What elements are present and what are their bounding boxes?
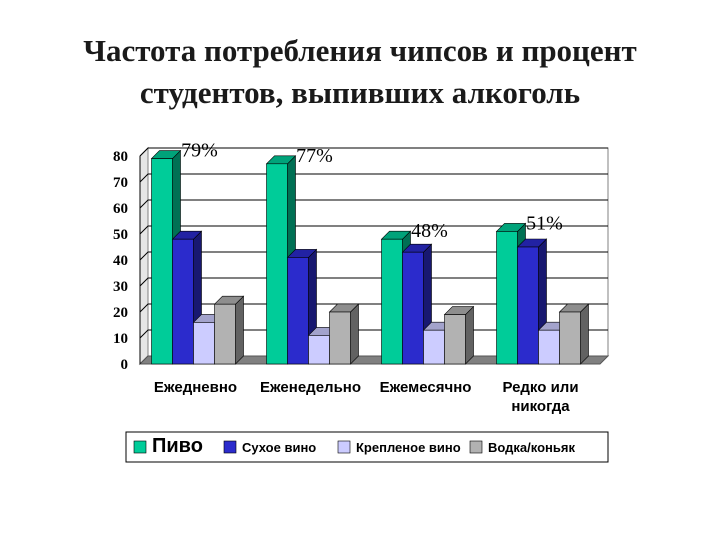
bar — [423, 329, 445, 365]
x-category-label-line: никогда — [511, 398, 570, 415]
legend-swatch — [469, 440, 483, 454]
gridline — [139, 303, 608, 313]
bar — [496, 231, 518, 365]
gridline — [139, 173, 608, 183]
data-annotation: 77% — [296, 145, 333, 167]
gridline — [139, 251, 608, 261]
bar — [308, 335, 330, 365]
x-category-label-line: Ежемесячно — [380, 379, 472, 396]
gridline — [139, 147, 608, 157]
y-tick-label: 30 — [113, 279, 128, 295]
bar — [329, 311, 351, 365]
bar — [193, 322, 215, 365]
bar — [266, 163, 288, 365]
x-category-label-line: Ежедневно — [154, 379, 237, 396]
y-tick-label: 20 — [113, 305, 128, 321]
data-annotation: 51% — [526, 212, 563, 234]
bar — [214, 303, 236, 365]
bar — [559, 311, 581, 365]
bar-side — [580, 303, 589, 365]
legend-label: Пиво — [152, 435, 203, 457]
bar — [538, 329, 560, 365]
slide-title: Частота потребления чипсов и процент сту… — [40, 30, 680, 114]
legend-swatch — [337, 440, 351, 454]
bar — [381, 238, 403, 365]
legend-label: Сухое вино — [242, 440, 316, 455]
gridline — [139, 225, 608, 235]
gridline — [139, 277, 608, 287]
title-line-1: Частота потребления чипсов и процент — [83, 33, 637, 68]
bar-side — [465, 305, 474, 365]
bar — [444, 314, 466, 365]
legend-swatch — [223, 440, 237, 454]
y-tick-label: 0 — [121, 357, 129, 373]
x-category-label-line: Еженедельно — [260, 379, 361, 396]
y-tick-label: 10 — [113, 331, 128, 347]
bar — [517, 246, 539, 365]
x-category-label: Еженедельно — [260, 379, 361, 396]
data-annotation: 79% — [181, 140, 218, 162]
bar-side — [235, 295, 244, 365]
data-annotation: 48% — [411, 220, 448, 242]
legend-label: Крепленое вино — [356, 440, 461, 455]
y-tick-label: 60 — [113, 201, 128, 217]
x-category-label-line: Редко или — [502, 379, 578, 396]
x-category-label: Ежедневно — [154, 379, 237, 396]
y-tick-label: 40 — [113, 253, 128, 269]
x-category-label: Ежемесячно — [380, 379, 472, 396]
x-category-label: Редко или никогда — [502, 379, 578, 415]
gridline — [139, 199, 608, 209]
bar — [287, 257, 309, 365]
y-tick-label: 80 — [113, 149, 128, 165]
bar-side — [350, 303, 359, 365]
bar — [151, 158, 173, 365]
legend-box — [125, 431, 609, 463]
bar — [172, 238, 194, 365]
y-tick-label: 70 — [113, 175, 128, 191]
y-tick-label: 50 — [113, 227, 128, 243]
legend-label: Водка/коньяк — [488, 440, 575, 455]
title-line-2: студентов, выпивших алкоголь — [139, 75, 581, 110]
legend-swatch — [133, 440, 147, 454]
bar — [402, 251, 424, 365]
